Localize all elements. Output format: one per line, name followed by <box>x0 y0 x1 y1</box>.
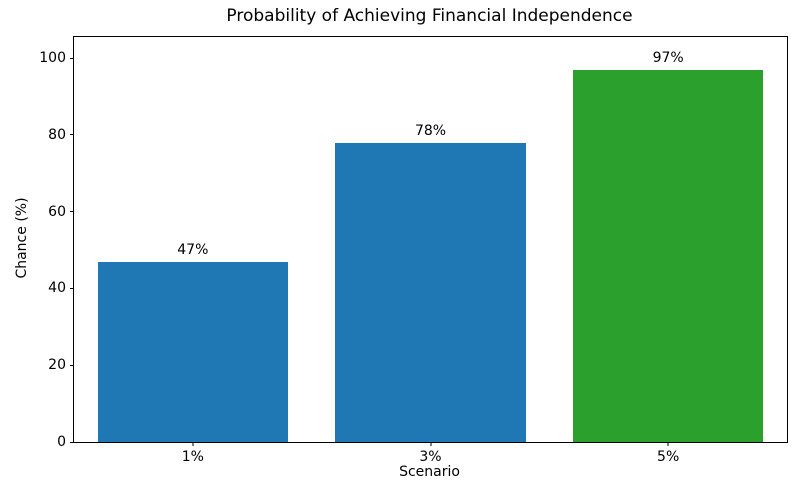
y-axis-label: Chance (%) <box>14 197 30 279</box>
x-axis-tick-label: 1% <box>181 449 204 465</box>
bar <box>97 261 288 442</box>
x-axis-tick <box>430 442 431 446</box>
plot-area: 0 20 40 60 80 100 47% 1% 78% 3% 97% 5% <box>39 36 788 465</box>
y-axis-tick <box>70 134 74 136</box>
bar-value-label: 47% <box>177 241 209 258</box>
x-axis-tick-label: 5% <box>657 449 680 465</box>
y-axis-tick <box>70 441 74 443</box>
x-axis-label: Scenario <box>399 464 460 480</box>
x-axis-tick <box>667 442 669 446</box>
chart-title: Probability of Achieving Financial Indep… <box>226 6 633 26</box>
y-axis-tick-label: 100 <box>39 50 66 67</box>
x-axis-tick <box>192 442 194 446</box>
y-axis-tick-label: 40 <box>48 280 66 297</box>
bar-value-label: 97% <box>652 49 684 66</box>
y-axis-tick-label: 20 <box>48 357 66 374</box>
y-axis-tick-label: 0 <box>57 434 66 450</box>
bar <box>335 142 526 442</box>
y-axis-tick <box>70 364 74 366</box>
y-axis-tick <box>70 287 74 289</box>
y-axis-tick-label: 60 <box>48 203 66 220</box>
bar-value-label: 78% <box>414 122 447 139</box>
y-axis-tick <box>70 57 74 59</box>
y-axis-tick-label: 80 <box>48 126 66 143</box>
x-axis-tick-label: 3% <box>419 449 442 465</box>
bar <box>573 69 764 442</box>
y-axis-tick <box>70 211 74 213</box>
